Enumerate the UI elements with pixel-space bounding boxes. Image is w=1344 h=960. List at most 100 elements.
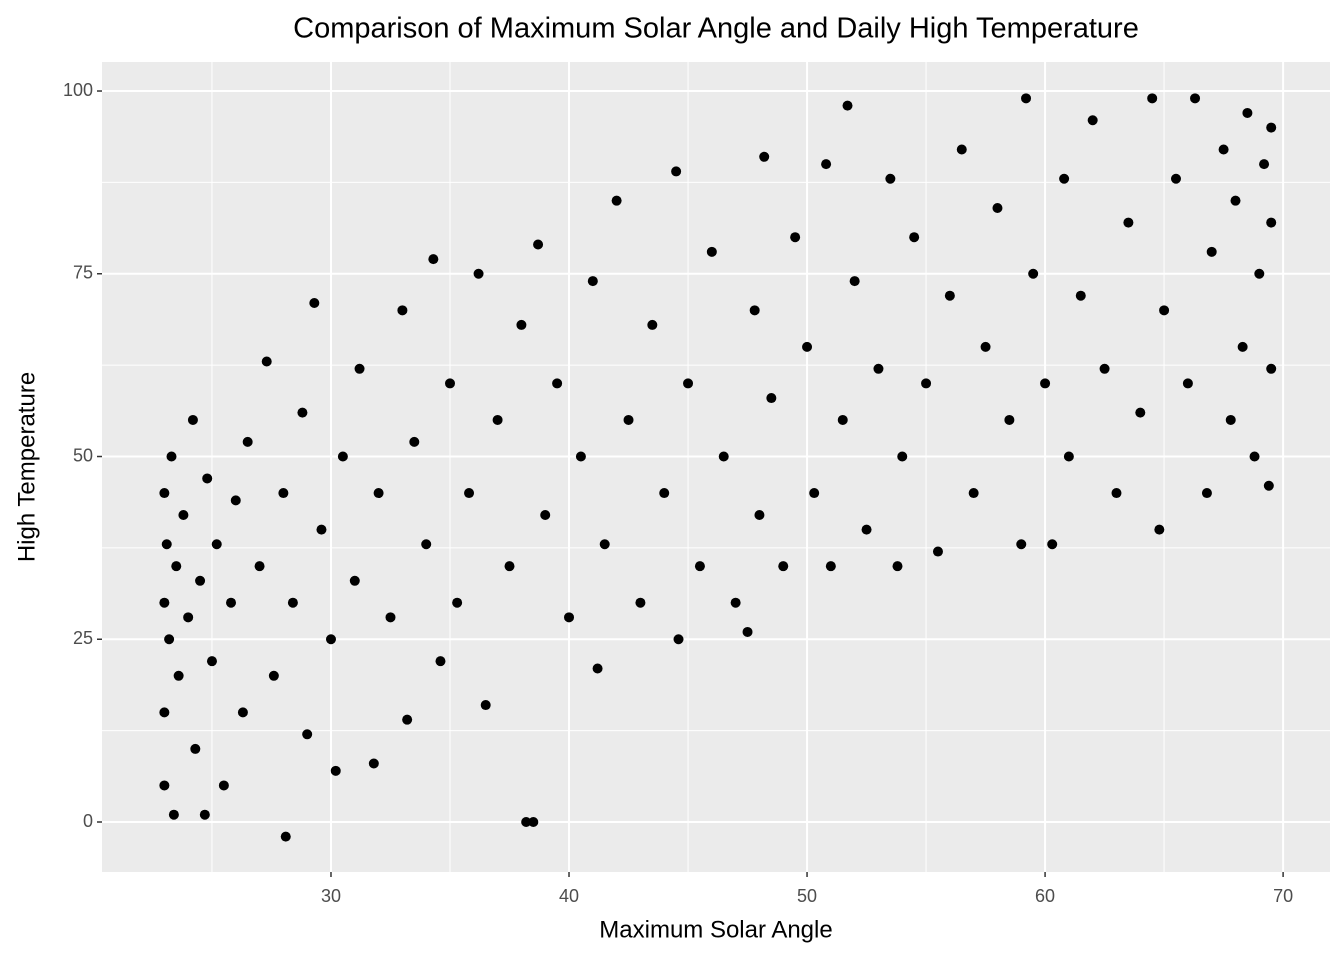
point bbox=[1182, 378, 1193, 389]
point bbox=[368, 758, 379, 769]
point bbox=[325, 634, 336, 645]
point bbox=[1021, 93, 1032, 104]
x-tick-label: 50 bbox=[797, 886, 817, 906]
point bbox=[168, 809, 179, 820]
point bbox=[1147, 93, 1158, 104]
point bbox=[718, 451, 729, 462]
point bbox=[694, 561, 705, 572]
point bbox=[1154, 524, 1165, 535]
point bbox=[611, 195, 622, 206]
point bbox=[1170, 173, 1181, 184]
point bbox=[1111, 488, 1122, 499]
y-axis-title: High Temperature bbox=[13, 372, 40, 562]
point bbox=[1237, 341, 1248, 352]
point bbox=[809, 488, 820, 499]
point bbox=[706, 246, 717, 257]
point bbox=[885, 173, 896, 184]
point bbox=[452, 597, 463, 608]
point bbox=[428, 254, 439, 265]
point bbox=[587, 276, 598, 287]
point bbox=[659, 488, 670, 499]
point bbox=[316, 524, 327, 535]
point bbox=[421, 539, 432, 550]
x-tick-label: 70 bbox=[1273, 886, 1293, 906]
point bbox=[1016, 539, 1027, 550]
point bbox=[218, 780, 229, 791]
point bbox=[802, 341, 813, 352]
point bbox=[1266, 363, 1277, 374]
point bbox=[397, 305, 408, 316]
point bbox=[480, 700, 491, 711]
point bbox=[385, 612, 396, 623]
point bbox=[1028, 268, 1039, 279]
point bbox=[166, 451, 177, 462]
point bbox=[445, 378, 456, 389]
point bbox=[302, 729, 313, 740]
point bbox=[1225, 414, 1236, 425]
point bbox=[790, 232, 801, 243]
point bbox=[337, 451, 348, 462]
panel bbox=[102, 62, 1330, 872]
point bbox=[1087, 115, 1098, 126]
point bbox=[944, 290, 955, 301]
point bbox=[673, 634, 684, 645]
point bbox=[980, 341, 991, 352]
point bbox=[159, 780, 170, 791]
x-axis-title: Maximum Solar Angle bbox=[599, 916, 832, 943]
point bbox=[261, 356, 272, 367]
point bbox=[683, 378, 694, 389]
point bbox=[842, 100, 853, 111]
point bbox=[435, 656, 446, 667]
point bbox=[992, 202, 1003, 213]
point bbox=[187, 414, 198, 425]
point bbox=[373, 488, 384, 499]
point bbox=[1249, 451, 1260, 462]
point bbox=[766, 393, 777, 404]
y-tick-label: 75 bbox=[73, 263, 93, 283]
point bbox=[268, 670, 279, 681]
point bbox=[599, 539, 610, 550]
point bbox=[592, 663, 603, 674]
point bbox=[492, 414, 503, 425]
point bbox=[159, 597, 170, 608]
point bbox=[749, 305, 760, 316]
point bbox=[242, 436, 253, 447]
point bbox=[754, 509, 765, 520]
point bbox=[921, 378, 932, 389]
point bbox=[159, 707, 170, 718]
point bbox=[402, 714, 413, 725]
point bbox=[575, 451, 586, 462]
point bbox=[171, 561, 182, 572]
point bbox=[473, 268, 484, 279]
x-tick-label: 40 bbox=[559, 886, 579, 906]
point bbox=[759, 151, 770, 162]
point bbox=[849, 276, 860, 287]
point bbox=[1266, 122, 1277, 133]
point bbox=[837, 414, 848, 425]
point bbox=[968, 488, 979, 499]
point bbox=[873, 363, 884, 374]
point bbox=[1047, 539, 1058, 550]
point bbox=[1259, 159, 1270, 170]
point bbox=[1059, 173, 1070, 184]
point bbox=[671, 166, 682, 177]
point bbox=[1263, 480, 1274, 491]
point bbox=[278, 488, 289, 499]
point bbox=[349, 575, 360, 586]
point bbox=[1040, 378, 1051, 389]
point bbox=[173, 670, 184, 681]
point bbox=[330, 765, 341, 776]
point bbox=[1206, 246, 1217, 257]
point bbox=[161, 539, 172, 550]
point bbox=[237, 707, 248, 718]
point bbox=[861, 524, 872, 535]
point bbox=[1099, 363, 1110, 374]
point bbox=[230, 495, 241, 506]
point bbox=[730, 597, 741, 608]
point bbox=[354, 363, 365, 374]
y-tick-label: 50 bbox=[73, 445, 93, 465]
point bbox=[552, 378, 563, 389]
point bbox=[1159, 305, 1170, 316]
point bbox=[164, 634, 175, 645]
point bbox=[464, 488, 475, 499]
